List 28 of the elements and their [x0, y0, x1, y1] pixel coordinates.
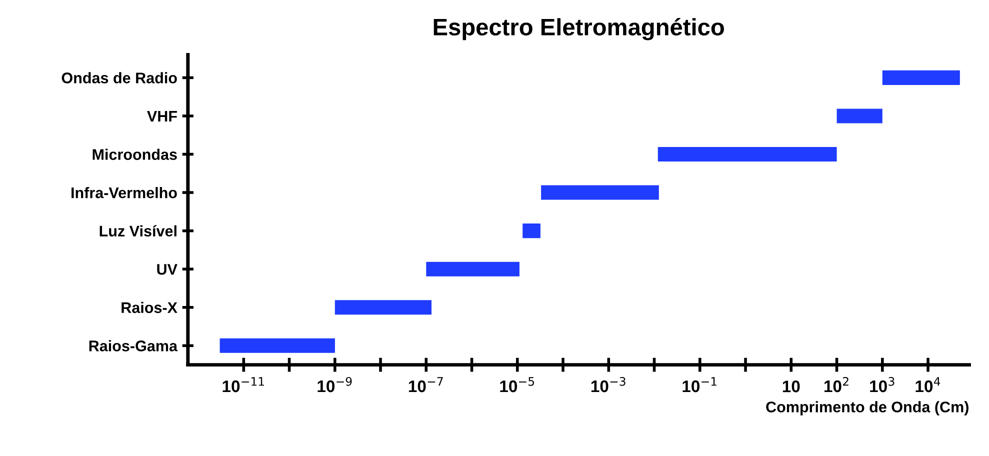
y-tick-label: Infra-Vermelho — [72, 187, 177, 198]
y-tick-label: Raios-X — [122, 302, 178, 314]
x-tick-label: 10$^{−1}$ — [682, 377, 716, 392]
y-tick-label: VHF — [147, 110, 177, 122]
chart-title: Espectro Eletromagnético — [434, 18, 724, 40]
y-tick-label: Microondas — [92, 148, 177, 160]
y-tick-label: UV — [157, 264, 178, 275]
y-tick-label: Luz Visível — [100, 225, 176, 236]
x-tick-label: 10$^{4}$ — [916, 377, 940, 392]
bar — [541, 185, 659, 200]
x-tick-label: 10$^{−5}$ — [500, 377, 534, 392]
bar — [658, 146, 837, 162]
bar — [334, 300, 432, 315]
x-tick-label: 10$^{−9}$ — [318, 376, 352, 392]
bar — [522, 224, 540, 238]
bar — [836, 108, 882, 124]
x-tick-label: 10$^{2}$ — [824, 376, 848, 392]
y-tick-label: Ondas de Radio — [62, 72, 177, 84]
bar — [882, 70, 960, 85]
bar — [426, 262, 520, 276]
x-tick-label: 10 — [782, 380, 800, 392]
x-tick-label: 10$^{3}$ — [870, 376, 894, 392]
x-tick-label: 10$^{−7}$ — [408, 377, 443, 392]
x-axis-title: Comprimento de Onda (Cm) — [766, 401, 968, 416]
x-tick-label: 10$^{−3}$ — [591, 376, 626, 392]
y-tick-label: Raios-Gama — [89, 340, 178, 352]
x-tick-label: 10$^{−11}$ — [222, 377, 264, 392]
bar — [220, 338, 335, 353]
